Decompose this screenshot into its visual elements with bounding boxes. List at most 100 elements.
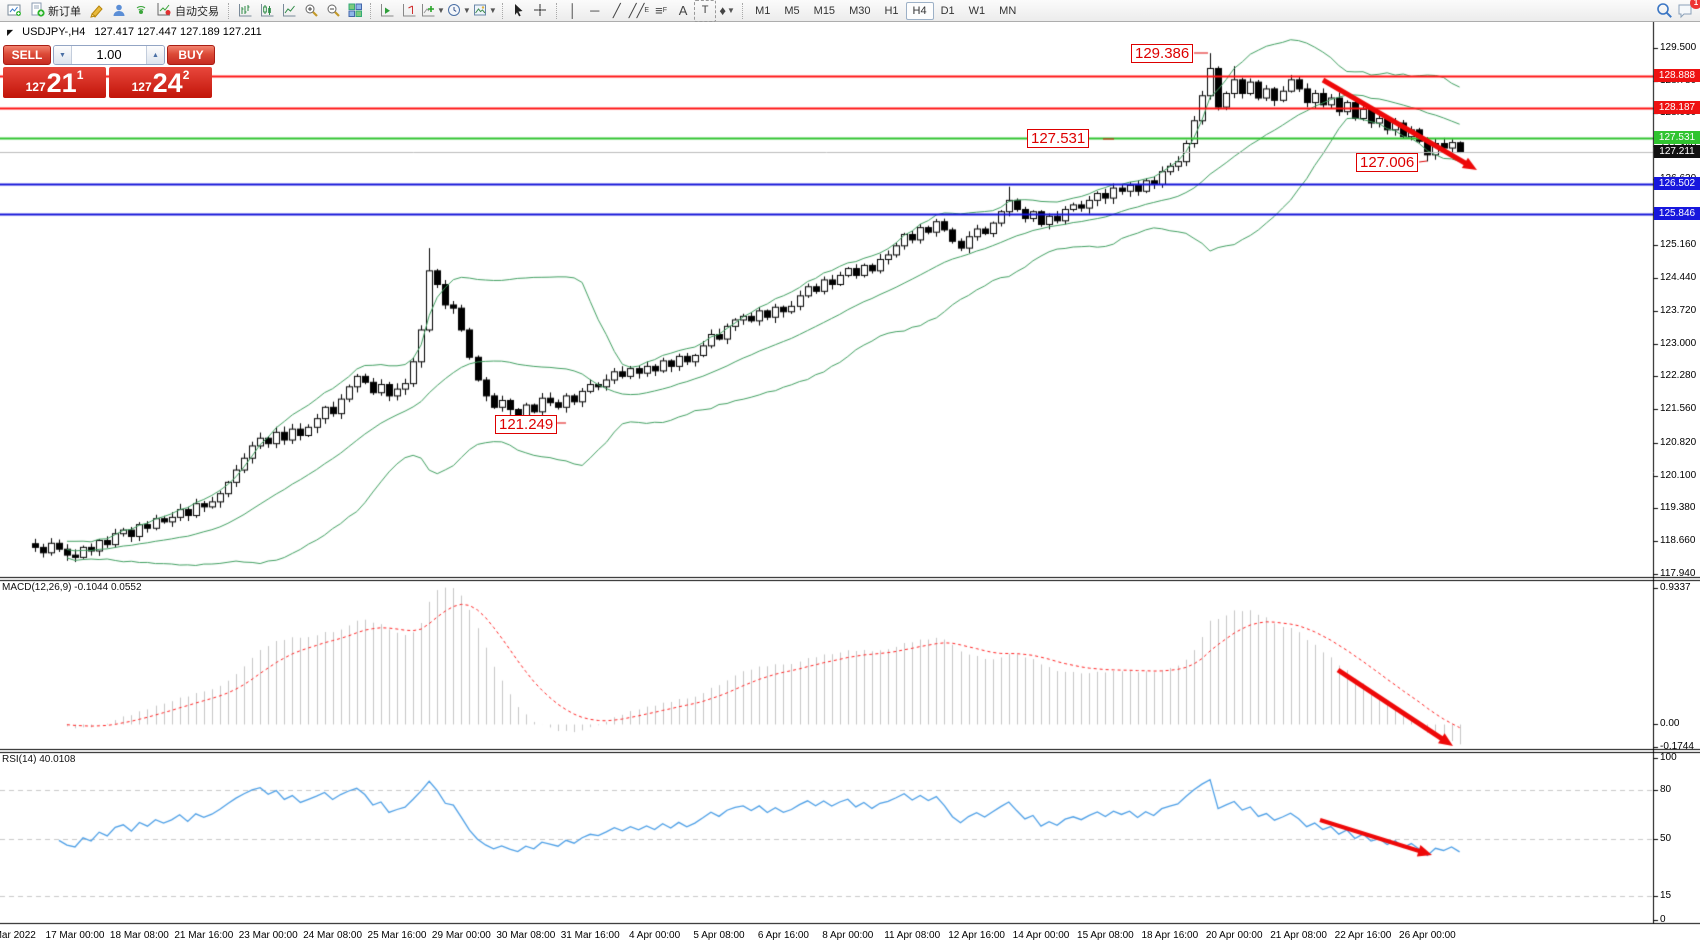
annotation-price-label: 127.531 (1027, 129, 1090, 148)
tile-windows-icon[interactable] (344, 0, 366, 22)
chevron-down-icon: ▼ (488, 6, 497, 15)
time-axis-label: 15 Mar 2022 (0, 930, 36, 941)
time-axis-label: 15 Apr 08:00 (1077, 930, 1134, 941)
price-axis-tick: 123.720 (1660, 304, 1697, 316)
timeframe-mn[interactable]: MN (992, 2, 1023, 20)
rsi-label: RSI(14) 40.0108 (2, 754, 76, 765)
macd-axis-tick: 0.00 (1660, 718, 1680, 729)
annotation-price-label: 129.386 (1131, 44, 1194, 63)
new-order-button[interactable]: 新订单 (25, 1, 86, 21)
toolbar-separator (228, 2, 230, 19)
time-axis-label: 11 Apr 08:00 (884, 930, 941, 941)
notifications-button[interactable]: 1 (1675, 0, 1700, 22)
rsi-axis-tick: 80 (1660, 784, 1672, 796)
sell-price-box[interactable]: 127 21 1 (3, 67, 106, 98)
macd-axis-tick: -0.1744 (1660, 741, 1694, 752)
autotrading-icon (157, 2, 172, 20)
cursor-tool-icon[interactable] (508, 0, 530, 22)
horizontal-line-tool-icon[interactable]: ─ (590, 3, 600, 18)
toolbar: 新订单 自动交易 ▼ ▼ ▼ │ ─ ╱ ╱╱ E ≡ F A T ♦ ▼ M1 M5 M… (0, 0, 1700, 22)
timeframe-d1[interactable]: D1 (934, 2, 962, 20)
time-axis-label: 20 Apr 00:00 (1205, 930, 1263, 941)
new-order-icon (30, 2, 45, 20)
mql5-community-icon[interactable] (108, 0, 130, 22)
volume-increase-button[interactable]: ▲ (146, 46, 164, 64)
price-axis-tick: 120.100 (1660, 469, 1697, 481)
timeframe-h1[interactable]: H1 (877, 2, 905, 20)
toolbar-separator (555, 2, 558, 19)
chart-window-icon[interactable] (3, 0, 25, 22)
volume-decrease-button[interactable]: ▼ (54, 46, 72, 64)
candlestick-chart-icon[interactable] (256, 0, 278, 22)
volume-value[interactable]: 1.00 (96, 47, 122, 62)
chart-shift-icon[interactable] (398, 0, 420, 22)
arrows-tool-button[interactable]: ♦ ▼ (719, 3, 735, 18)
auto-scroll-icon[interactable] (376, 0, 398, 22)
sell-price-small: 127 (25, 80, 46, 94)
timeframe-m30[interactable]: M30 (842, 2, 877, 20)
timeframe-w1[interactable]: W1 (962, 2, 993, 20)
bar-chart-icon[interactable] (234, 0, 256, 22)
time-axis-label: 21 Apr 08:00 (1270, 930, 1327, 941)
channel-tool-icon[interactable]: ╱╱ E (628, 3, 650, 18)
time-axis-label: 24 Mar 08:00 (303, 930, 363, 941)
annotation-price-label: 121.249 (495, 415, 558, 434)
templates-button[interactable]: ▼ (472, 0, 498, 22)
price-tag: 126.502 (1654, 177, 1700, 191)
sell-price-big: 21 (46, 68, 77, 98)
text-tool-icon[interactable]: A (678, 3, 688, 18)
search-icon[interactable] (1653, 0, 1675, 22)
zoom-in-icon[interactable] (300, 0, 322, 22)
price-axis-tick: 122.280 (1660, 370, 1697, 382)
time-axis-label: 18 Mar 08:00 (109, 930, 169, 941)
signals-icon[interactable] (130, 0, 152, 22)
timeframe-m1[interactable]: M1 (748, 2, 777, 20)
chart-symbol-timeframe: USDJPY-,H4 (22, 26, 86, 38)
rsi-axis-tick: 0 (1660, 914, 1666, 925)
toolbar-separator (501, 2, 504, 19)
price-tag: 127.211 (1654, 145, 1700, 159)
volume-stepper: ▼ 1.00 ▲ (53, 45, 165, 65)
price-tag: 128.187 (1654, 100, 1700, 114)
periods-button[interactable]: ▼ (446, 0, 472, 22)
time-axis-label: 31 Mar 16:00 (560, 930, 620, 941)
toolbar-separator (370, 2, 372, 19)
notification-badge: 1 (1690, 0, 1700, 9)
chart-canvas[interactable] (0, 22, 1700, 945)
timeframe-group: M1 M5 M15 M30 H1 H4 D1 W1 MN (748, 1, 1023, 20)
metaeditor-icon[interactable] (86, 0, 108, 22)
buy-price-box[interactable]: 127 24 2 (109, 67, 212, 98)
buy-price-big: 24 (152, 68, 183, 98)
crosshair-tool-icon[interactable] (530, 0, 552, 22)
buy-price-small: 127 (131, 80, 152, 94)
price-axis-tick: 117.940 (1660, 567, 1696, 579)
buy-button[interactable]: BUY (167, 45, 215, 65)
text-label-tool-icon[interactable]: T (694, 0, 717, 22)
timeframe-h4[interactable]: H4 (905, 1, 934, 20)
one-click-trading-panel: SELL ▼ 1.00 ▲ BUY 127 21 1 127 24 2 (3, 45, 215, 98)
rsi-axis-tick: 100 (1660, 752, 1677, 763)
timeframe-m15[interactable]: M15 (807, 2, 842, 20)
zoom-out-icon[interactable] (322, 0, 344, 22)
price-axis-tick: 119.380 (1660, 502, 1696, 514)
vertical-line-tool-icon[interactable]: │ (568, 3, 577, 18)
time-axis-label: 22 Apr 16:00 (1334, 930, 1392, 941)
new-order-label: 新订单 (48, 5, 81, 18)
price-axis-tick: 129.500 (1660, 42, 1697, 53)
macd-label: MACD(12,26,9) -0.1044 0.0552 (2, 582, 142, 593)
time-axis-label: 25 Mar 16:00 (367, 930, 427, 941)
buy-price-pip: 2 (182, 68, 190, 82)
price-axis-tick: 123.000 (1660, 337, 1697, 349)
autotrading-button[interactable]: 自动交易 (152, 1, 224, 21)
trendline-tool-icon[interactable]: ╱ (612, 3, 621, 18)
fibonacci-tool-icon[interactable]: ≡ F (655, 3, 668, 18)
price-axis-tick: 124.440 (1660, 272, 1697, 284)
chevron-down-icon: ▼ (462, 6, 471, 15)
indicators-button[interactable]: ▼ (420, 0, 446, 22)
time-axis-label: 17 Mar 00:00 (45, 930, 105, 941)
sell-button[interactable]: SELL (3, 45, 51, 65)
line-chart-icon[interactable] (278, 0, 300, 22)
timeframe-m5[interactable]: M5 (777, 2, 806, 20)
price-tag: 125.846 (1654, 207, 1700, 221)
price-axis-tick: 121.560 (1660, 403, 1697, 415)
